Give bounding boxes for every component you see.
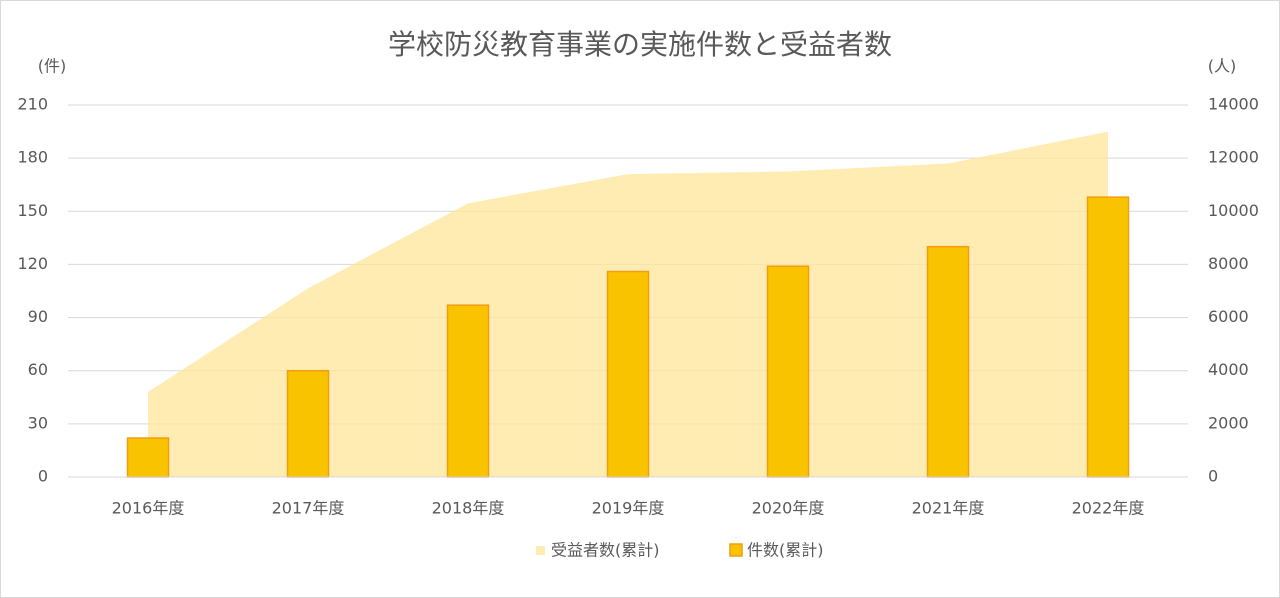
x-tick-label: 2022年度: [1072, 499, 1145, 518]
x-tick-label: 2016年度: [112, 499, 185, 518]
bar: [126, 437, 170, 478]
y-tick-label: 210: [17, 95, 48, 114]
y2-tick-label: 14000: [1208, 95, 1259, 114]
y-tick-label: 0: [38, 467, 48, 486]
legend-label: 件数(累計): [747, 541, 824, 560]
y-axis-title: (件): [38, 57, 67, 76]
y-tick-label: 120: [17, 254, 48, 273]
y2-tick-label: 6000: [1208, 307, 1249, 326]
bar: [446, 304, 490, 478]
bar: [606, 270, 650, 478]
y-tick-label: 150: [17, 201, 48, 220]
legend-swatch: [536, 546, 545, 555]
y-tick-label: 90: [28, 307, 48, 326]
x-tick-label: 2019年度: [592, 499, 665, 518]
x-tick-label: 2020年度: [752, 499, 825, 518]
bar: [1086, 196, 1130, 478]
bar: [286, 369, 330, 478]
y2-tick-label: 12000: [1208, 148, 1259, 167]
bar: [926, 245, 970, 478]
legend-label: 受益者数(累計): [551, 541, 660, 560]
y2-tick-label: 8000: [1208, 254, 1249, 273]
bar: [766, 265, 810, 478]
legend-swatch: [729, 543, 743, 557]
chart-title: 学校防災教育事業の実施件数と受益者数: [388, 28, 892, 61]
y2-tick-label: 10000: [1208, 201, 1259, 220]
x-tick-label: 2021年度: [912, 499, 985, 518]
y2-tick-label: 2000: [1208, 413, 1249, 432]
y-tick-label: 180: [17, 148, 48, 167]
y-tick-label: 60: [28, 360, 48, 379]
y2-tick-label: 4000: [1208, 360, 1249, 379]
y2-tick-label: 0: [1208, 467, 1218, 486]
x-tick-label: 2017年度: [272, 499, 345, 518]
y-tick-label: 30: [28, 413, 48, 432]
y2-axis-title: (人): [1208, 57, 1237, 76]
x-tick-label: 2018年度: [432, 499, 505, 518]
